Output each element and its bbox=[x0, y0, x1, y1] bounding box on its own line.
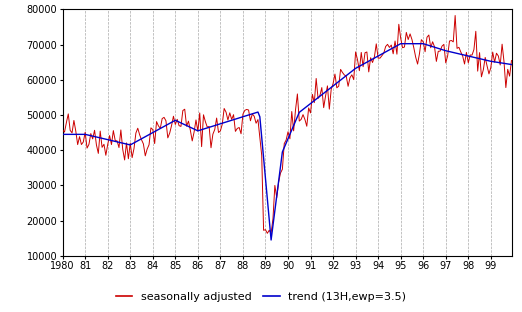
Legend: seasonally adjusted, trend (13H,ewp=3.5): seasonally adjusted, trend (13H,ewp=3.5) bbox=[111, 288, 411, 306]
